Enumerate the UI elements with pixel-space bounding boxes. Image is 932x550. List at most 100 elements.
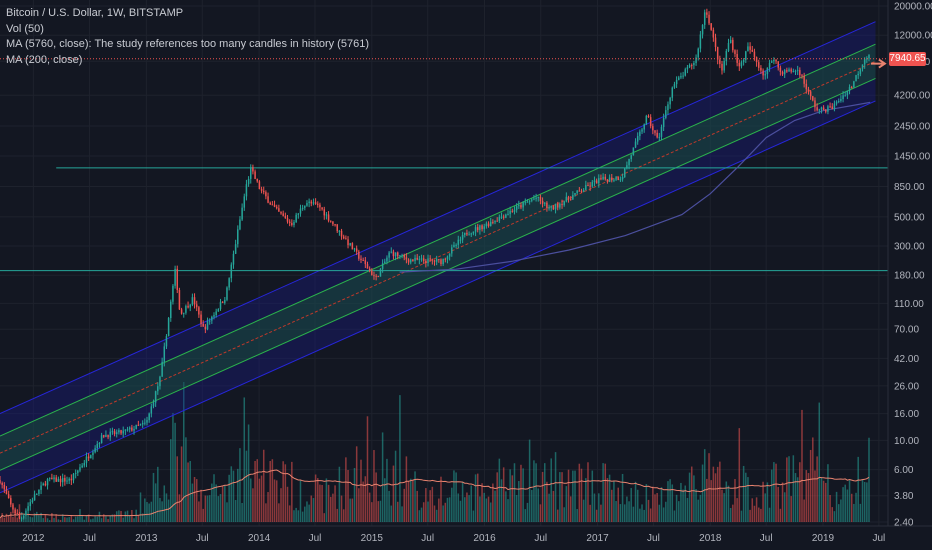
volume-bar (626, 496, 628, 522)
volume-bar (327, 484, 330, 522)
legend-ma200[interactable]: MA (200, close) (6, 53, 83, 66)
volume-bar (425, 488, 427, 522)
candle-body (254, 171, 256, 179)
volume-bar (531, 489, 533, 522)
legend-ma5760[interactable]: MA (5760, close): The study references t… (6, 38, 369, 50)
candle-body (124, 429, 127, 431)
volume-bar (831, 507, 834, 522)
candle-body (219, 301, 222, 310)
candle-body (649, 117, 652, 127)
volume-bar (414, 471, 416, 522)
price-tick-label: 6.00 (894, 465, 914, 476)
volume-bar (269, 460, 271, 522)
volume-bar (500, 479, 503, 522)
candle-body (788, 69, 790, 72)
candle-body (16, 513, 19, 515)
candle-body (262, 190, 265, 193)
volume-bar (840, 499, 842, 522)
candle-body (267, 196, 269, 203)
candle-body (654, 130, 656, 133)
volume-bar (284, 464, 287, 522)
candle-body (680, 76, 682, 78)
volume-bar (660, 487, 663, 522)
candle-body (770, 61, 773, 63)
candle-body (556, 203, 559, 208)
candle-body (90, 455, 92, 459)
candle-body (440, 259, 442, 265)
volume-bar (600, 504, 602, 522)
volume-bar (262, 449, 265, 522)
candle-body (552, 206, 555, 210)
candle-body (721, 63, 723, 71)
candle-body (232, 253, 235, 265)
volume-bar (850, 493, 853, 522)
volume-bar (606, 478, 609, 522)
volume-bar (133, 518, 135, 522)
volume-bar (161, 501, 163, 522)
volume-ma-line (0, 469, 870, 519)
volume-bar (278, 503, 280, 522)
candle-body (751, 49, 754, 52)
volume-bar (444, 502, 447, 522)
candle-body (334, 224, 336, 226)
volume-bar (319, 484, 321, 522)
volume-bar (297, 510, 300, 522)
candle-body (725, 50, 728, 61)
ma200-line (399, 101, 871, 273)
volume-bar (157, 466, 159, 522)
candle-body (72, 473, 75, 481)
volume-bar (476, 473, 479, 522)
volume-bar (446, 497, 449, 522)
annotations (870, 58, 887, 69)
candle-body (807, 89, 810, 92)
candle-body (572, 195, 574, 200)
volume-bar (308, 504, 310, 522)
candle-body (187, 305, 189, 308)
volume-bar (673, 510, 676, 522)
legend-vol[interactable]: Vol (50) (6, 22, 44, 35)
candle-body (286, 218, 289, 222)
candle-body (866, 58, 868, 60)
volume-bar (46, 518, 49, 522)
volume-bar (355, 446, 358, 522)
volume-bar (202, 508, 204, 522)
candle-body (418, 258, 421, 260)
candle-body (291, 223, 293, 226)
candle-body (595, 180, 598, 184)
volume-bar (250, 478, 252, 522)
candle-body (44, 483, 47, 486)
volume-bar (118, 510, 120, 522)
price-tick-label: 300.00 (894, 242, 925, 253)
candle-body (46, 478, 49, 486)
volume-bar (247, 424, 250, 522)
candle-body (61, 478, 64, 483)
volume-bar (576, 509, 578, 522)
volume-bar (613, 481, 615, 522)
candle-body (658, 136, 661, 138)
volume-bar (747, 477, 749, 522)
candle-body (310, 201, 313, 204)
candle-body (831, 106, 834, 110)
candle-body (349, 243, 351, 246)
time-tick-label: 2017 (586, 533, 609, 544)
candle-body (53, 477, 55, 480)
volume-bar (273, 479, 276, 522)
volume-bar (38, 515, 40, 522)
volume-bar (429, 490, 431, 522)
time-axis[interactable]: 2012 Jul 2013 Jul 2014 Jul 2015 Jul 2016 Jul 2017 J… (0, 525, 932, 550)
price-axis[interactable]: 20000.0012000.007600.004200.002450.00145… (887, 0, 932, 550)
volume-bar (671, 484, 674, 522)
volume-bar (775, 463, 777, 522)
volume-bar (714, 473, 717, 522)
candle-body (619, 179, 622, 181)
candle-body (764, 74, 766, 76)
legend-title[interactable]: Bitcoin / U.S. Dollar, 1W, BITSTAMP (6, 7, 184, 19)
volume-bar (615, 501, 617, 522)
volume-bar (745, 472, 747, 522)
candle-body (234, 244, 237, 254)
candle-body (513, 209, 516, 212)
volume-bar (368, 492, 371, 522)
candle-body (738, 62, 741, 67)
volume-bar (658, 504, 661, 522)
